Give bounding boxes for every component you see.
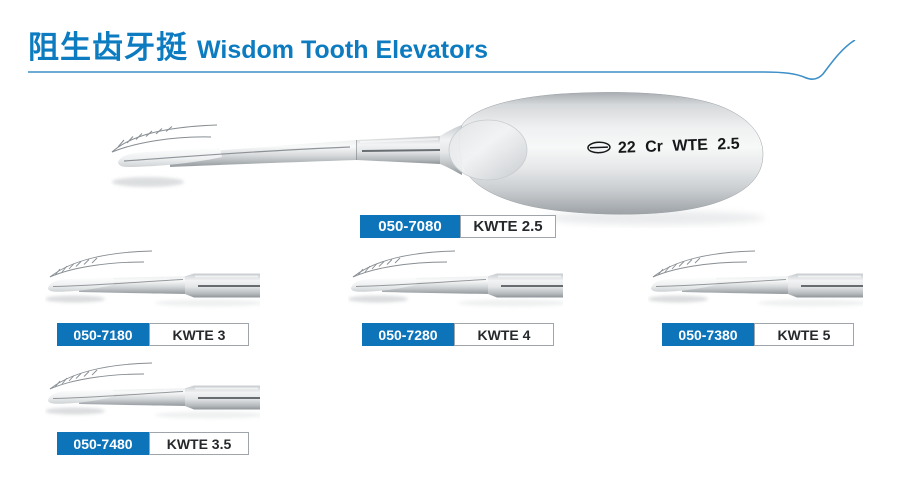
page-title-english: Wisdom Tooth Elevators <box>197 36 489 64</box>
product-model: KWTE 5 <box>754 323 854 346</box>
handle <box>459 92 764 215</box>
product-code: 050-7280 <box>362 323 454 346</box>
tip-profile-sketch <box>111 124 218 153</box>
product-model: KWTE 4 <box>454 323 554 346</box>
product-badge: 050-7180 KWTE 3 <box>57 323 249 346</box>
page-title: 阻生齿牙挺 Wisdom Tooth Elevators <box>28 22 488 67</box>
product-badge: 050-7280 KWTE 4 <box>362 323 554 346</box>
elevator-photo-kwte5 <box>648 246 863 321</box>
product-model: KWTE 2.5 <box>460 215 556 238</box>
featured-elevator-photo: 22 Cr WTE 2.5 <box>111 92 765 225</box>
elevator-photo-kwte4 <box>348 246 563 321</box>
product-code: 050-7180 <box>57 323 149 346</box>
product-code: 050-7380 <box>662 323 754 346</box>
product-badge-featured: 050-7080 KWTE 2.5 <box>360 215 556 238</box>
product-code: 050-7080 <box>360 215 460 238</box>
elevator-photo-kwte3 <box>45 246 260 321</box>
page-title-chinese: 阻生齿牙挺 <box>28 30 188 65</box>
product-badge: 050-7380 KWTE 5 <box>662 323 854 346</box>
slotted-oval-logo-icon <box>587 141 611 154</box>
header-rule-swoosh <box>28 40 856 80</box>
product-model: KWTE 3 <box>149 323 249 346</box>
handle-engraving-text: 22 Cr WTE 2.5 <box>618 136 740 157</box>
product-model: KWTE 3.5 <box>149 432 249 455</box>
thumb-rest <box>448 119 528 181</box>
handle-engraving: 22 Cr WTE 2.5 <box>587 136 740 157</box>
elevator-photo-kwte3-5 <box>45 358 260 433</box>
product-code: 050-7480 <box>57 432 149 455</box>
product-badge: 050-7480 KWTE 3.5 <box>57 432 249 455</box>
